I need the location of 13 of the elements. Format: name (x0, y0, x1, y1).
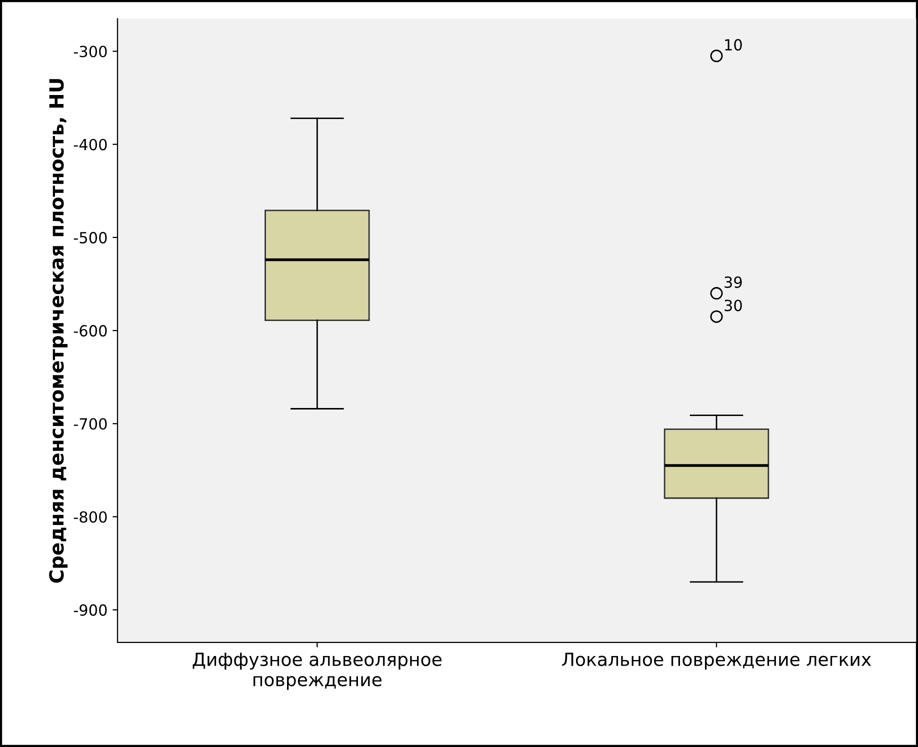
y-axis-title: Средняя денситометрическая плотность, HU (49, 79, 68, 583)
x-tick-label: Локальное повреждение легких (562, 652, 872, 670)
y-tick-label: -900 (74, 604, 107, 616)
annotation: 10 (725, 39, 742, 51)
y-tick-label: -500 (74, 232, 107, 244)
x-tick-label: Диффузное альвеолярное повреждение (192, 652, 442, 690)
y-tick-label: -300 (74, 46, 107, 58)
y-tick-label: -700 (74, 418, 107, 430)
annotation: 30 (724, 300, 742, 312)
y-tick-label: -800 (74, 511, 107, 523)
y-tick-label: -400 (74, 138, 107, 150)
annotation: 39 (724, 276, 742, 288)
y-tick-label: -600 (74, 325, 107, 337)
